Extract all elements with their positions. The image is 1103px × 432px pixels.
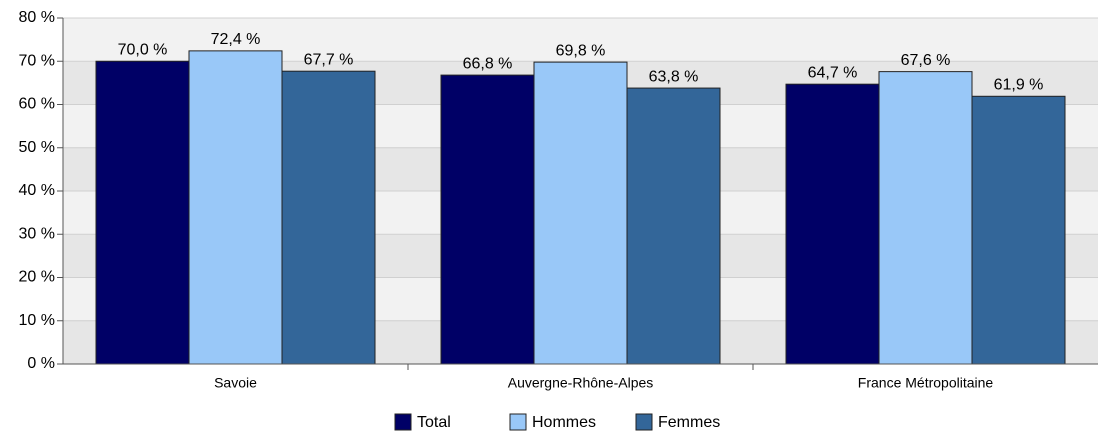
bar [188, 50, 283, 365]
bar [785, 83, 880, 365]
bar [533, 61, 628, 365]
y-tick-label: 10 % [19, 312, 55, 329]
legend-label: Femmes [658, 414, 720, 431]
legend-swatch [509, 413, 527, 431]
y-tick-label: 70 % [19, 52, 55, 69]
y-tick-label: 20 % [19, 269, 55, 286]
bar [878, 71, 973, 365]
value-label: 64,7 % [808, 64, 858, 81]
x-tick-label: Savoie [214, 375, 257, 391]
value-label: 69,8 % [556, 42, 606, 59]
value-label: 61,9 % [994, 77, 1044, 94]
bar [95, 60, 190, 365]
y-tick-label: 80 % [19, 9, 55, 26]
legend-label: Total [417, 414, 451, 431]
y-tick-label: 30 % [19, 225, 55, 242]
y-tick-label: 50 % [19, 139, 55, 156]
y-tick-label: 0 % [27, 355, 55, 372]
legend-swatch [394, 413, 412, 431]
value-label: 67,7 % [304, 51, 354, 68]
value-label: 72,4 % [211, 31, 261, 48]
value-label: 67,6 % [901, 52, 951, 69]
legend-swatch [635, 413, 653, 431]
bar [440, 74, 535, 365]
value-label: 66,8 % [463, 55, 513, 72]
legend-label: Hommes [532, 414, 596, 431]
bar [971, 95, 1066, 365]
y-tick-label: 60 % [19, 96, 55, 113]
value-label: 63,8 % [649, 68, 699, 85]
x-tick-label: France Métropolitaine [858, 375, 994, 391]
x-tick-label: Auvergne-Rhône-Alpes [508, 375, 654, 391]
y-tick-label: 40 % [19, 182, 55, 199]
value-label: 70,0 % [118, 41, 168, 58]
bar [626, 87, 721, 365]
bar [281, 70, 376, 365]
